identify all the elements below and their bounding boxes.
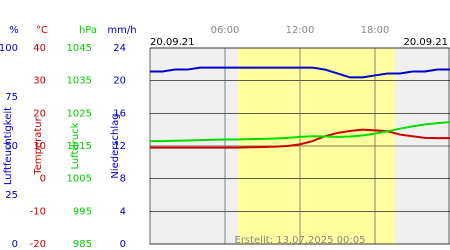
x-tick-label: 06:00 xyxy=(211,25,240,36)
footer: Erstellt: 13.07.2025 00:05 xyxy=(235,235,366,246)
y-tick-label: 40 xyxy=(33,43,46,54)
axis-title: Luftdruck xyxy=(70,122,81,169)
y-tick-label: 1015 xyxy=(67,141,92,152)
axis-title: Niederschlag xyxy=(110,113,121,178)
y-tick-label: 12 xyxy=(113,141,126,152)
date-right: 20.09.21 xyxy=(403,37,448,48)
axis-title: Temperatur xyxy=(33,116,44,175)
plot-border xyxy=(149,47,450,245)
y-tick-label: 20 xyxy=(113,76,126,87)
series-line xyxy=(150,66,450,79)
y-tick-label: 995 xyxy=(73,206,92,217)
y-tick-label: 50 xyxy=(5,141,18,152)
y-tick-label: 10 xyxy=(33,141,46,152)
y-tick-label: 0 xyxy=(40,174,46,185)
y-tick-label: 4 xyxy=(120,206,126,217)
y-tick-label: 75 xyxy=(5,92,18,103)
y-tick-label: 1005 xyxy=(67,174,92,185)
axis-title: Luftfeuchtigkeit xyxy=(3,107,14,185)
date-left: 20.09.21 xyxy=(150,37,195,48)
series-line xyxy=(150,121,450,143)
y-tick-label: 8 xyxy=(120,174,126,185)
y-tick-label: 30 xyxy=(33,76,46,87)
y-tick-label: -20 xyxy=(30,239,46,250)
y-tick-label: 1045 xyxy=(67,43,92,54)
y-tick-label: 0 xyxy=(12,239,18,250)
axis-unit: hPa xyxy=(79,25,97,36)
y-tick-label: -10 xyxy=(30,206,46,217)
axis-unit: mm/h xyxy=(107,25,136,36)
y-tick-label: 0 xyxy=(120,239,126,250)
x-tick-label: 18:00 xyxy=(361,25,390,36)
x-tick-label: 12:00 xyxy=(286,25,315,36)
y-tick-label: 20 xyxy=(33,108,46,119)
y-tick-label: 1035 xyxy=(67,76,92,87)
series-line xyxy=(150,128,450,149)
y-tick-label: 1025 xyxy=(67,108,92,119)
y-tick-label: 985 xyxy=(73,239,92,250)
axis-unit: % xyxy=(9,25,19,36)
y-tick-label: 100 xyxy=(0,43,18,54)
y-tick-label: 25 xyxy=(5,190,18,201)
y-tick-label: 16 xyxy=(113,108,126,119)
y-tick-label: 24 xyxy=(113,43,126,54)
axis-unit: °C xyxy=(36,25,48,36)
